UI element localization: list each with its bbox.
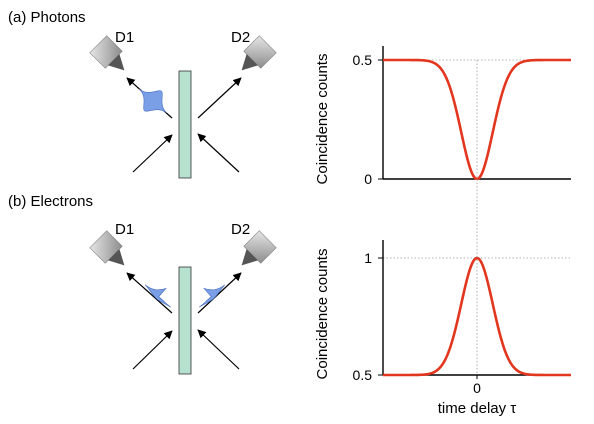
chart-b-ytick-label-bottom: 0.5	[353, 367, 373, 383]
chart-b-series-line	[383, 256, 571, 377]
chart-a-ytick-label-bottom: 0	[364, 171, 372, 187]
input-beam-left-arrow	[132, 134, 173, 173]
chart-b-ytick-label-top: 1	[364, 250, 372, 266]
input-beam-right-arrow	[197, 329, 240, 370]
input-beam-left-arrow	[132, 330, 173, 370]
chart-b-ylabel: Coincidence counts	[314, 249, 331, 380]
chart-a: Coincidence counts 0.5 0	[314, 46, 571, 187]
output-beam-d1-arrow	[126, 272, 173, 314]
photon-wavepacket-icon	[139, 88, 167, 114]
detector-d2-icon	[241, 35, 277, 71]
detector-d1-icon	[89, 230, 125, 266]
panel-a-schematic: (a) Photons D1 D2	[8, 9, 277, 179]
detector-d1-icon	[89, 35, 125, 71]
chart-b-xtick-label: 0	[473, 380, 481, 396]
input-beam-right-arrow	[197, 133, 240, 173]
output-beam-d2-arrow	[197, 272, 242, 314]
panel-b-schematic: (b) Electrons D1 D2	[8, 193, 277, 375]
detector-d2-icon	[241, 230, 277, 266]
chart-a-ylabel: Coincidence counts	[314, 54, 331, 185]
chart-b-xlabel: time delay τ	[438, 400, 517, 417]
detector-d2-label: D2	[231, 29, 250, 46]
electron-wavepacket-right-icon	[198, 284, 226, 308]
detector-d2-label: D2	[231, 221, 250, 238]
panel-a-label: (a) Photons	[8, 9, 86, 26]
beam-splitter	[178, 70, 192, 179]
detector-d1-label: D1	[115, 221, 134, 238]
chart-b: Coincidence counts 1 0.5 0 time delay τ	[314, 240, 571, 417]
detector-d1-label: D1	[115, 29, 134, 46]
chart-a-ytick-label-top: 0.5	[353, 52, 373, 68]
output-beam-d2-arrow	[197, 77, 242, 119]
panel-b-label: (b) Electrons	[8, 193, 93, 210]
electron-wavepacket-left-icon	[144, 284, 172, 308]
beam-splitter	[178, 266, 192, 375]
